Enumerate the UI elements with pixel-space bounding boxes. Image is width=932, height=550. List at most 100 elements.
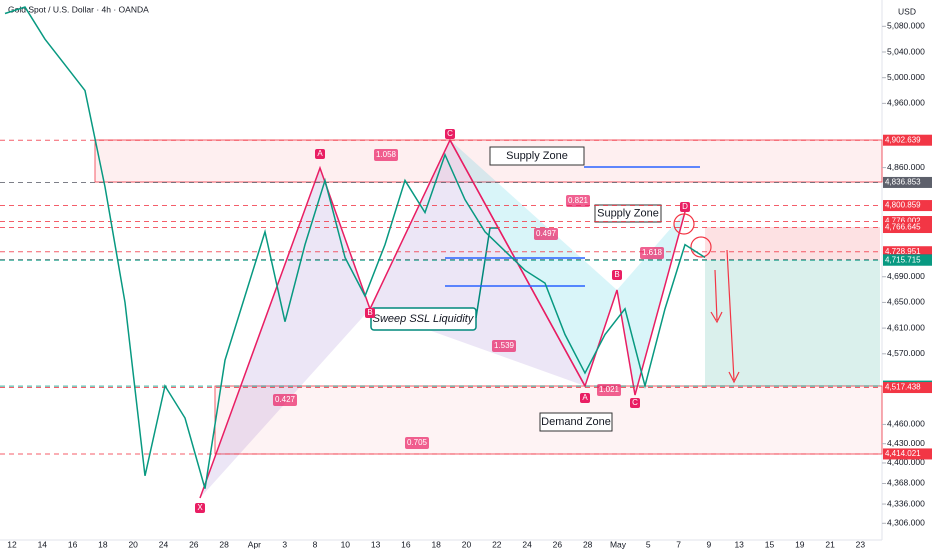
y-tick-label: 4,306.000 xyxy=(887,518,925,528)
ratio-tag xyxy=(534,228,558,240)
x-tick-label: 26 xyxy=(189,539,199,549)
y-tick-label: 5,040.000 xyxy=(887,46,925,56)
stop-area xyxy=(705,227,880,260)
highlight xyxy=(673,213,695,235)
point-tag xyxy=(580,393,590,403)
price-tag-label: 4,800.859 xyxy=(885,201,921,210)
y-tick-label: 4,960.000 xyxy=(887,98,925,108)
ratio-tag xyxy=(597,384,621,396)
label-box xyxy=(539,412,613,432)
ratio-tag xyxy=(566,195,590,207)
x-tick-label: 28 xyxy=(219,539,229,549)
x-tick-label: 14 xyxy=(38,539,48,549)
price-tag xyxy=(883,134,932,146)
point-label: X xyxy=(197,503,203,512)
point-label: B xyxy=(614,270,619,279)
chart-title: Gold Spot / U.S. Dollar · 4h · OANDA xyxy=(8,4,149,14)
ratio-tag xyxy=(492,340,516,352)
x-tick-label: 26 xyxy=(553,539,563,549)
price-tag xyxy=(883,216,932,228)
arrow xyxy=(710,249,740,384)
price-tag-label: 4,836.853 xyxy=(885,178,921,187)
note: Sweep SSL Liquidity xyxy=(373,313,475,325)
ratio-label: 1.539 xyxy=(494,341,515,350)
x-tick-label: 16 xyxy=(68,539,78,549)
pattern-fill xyxy=(617,212,685,395)
point-label: C xyxy=(447,129,453,138)
ratio-label: 0.705 xyxy=(407,438,428,447)
x-tick-label: 10 xyxy=(341,539,351,549)
ratio-label: 1.618 xyxy=(642,248,663,257)
x-tick-label: May xyxy=(610,539,627,549)
point-tag xyxy=(315,149,325,159)
price-tag-label: 4,902.639 xyxy=(885,135,921,144)
price-tag xyxy=(883,200,932,212)
price-tag-label: 4,776.002 xyxy=(885,217,921,226)
ratio-label: 0.427 xyxy=(275,395,296,404)
x-tick-label: 20 xyxy=(462,539,472,549)
price-tag-label: 4,517.438 xyxy=(885,383,921,392)
x-tick-label: 21 xyxy=(825,539,835,549)
x-tick-label: Apr xyxy=(248,539,261,549)
ratio-label: 1.058 xyxy=(376,150,397,159)
point-label: D xyxy=(682,202,688,211)
point-label: A xyxy=(582,393,588,402)
x-tick-label: 20 xyxy=(128,539,138,549)
x-tick-label: 9 xyxy=(707,539,712,549)
x-tick-label: 5 xyxy=(646,539,651,549)
y-tick-label: 5,000.000 xyxy=(887,72,925,82)
price-line xyxy=(4,6,706,489)
price-tag xyxy=(883,382,932,394)
price-tag-label: 4,766.645 xyxy=(885,223,921,232)
highlight xyxy=(690,236,712,258)
label-box xyxy=(489,146,585,166)
x-tick-label: 8 xyxy=(313,539,318,549)
x-tick-label: 28 xyxy=(583,539,593,549)
label-box xyxy=(594,204,662,223)
pattern-fill xyxy=(200,168,370,498)
x-tick-label: 13 xyxy=(371,539,381,549)
x-tick-label: 12 xyxy=(7,539,17,549)
x-tick-label: 15 xyxy=(765,539,775,549)
y-tick-label: 4,400.000 xyxy=(887,457,925,467)
note-box xyxy=(370,307,477,331)
target-area xyxy=(705,260,880,386)
x-tick-label: 22 xyxy=(492,539,502,549)
point-label: B xyxy=(367,308,372,317)
price-tag xyxy=(883,222,932,234)
supply-zone xyxy=(94,139,883,183)
ratio-tag xyxy=(374,149,398,161)
price-tag xyxy=(883,448,932,460)
y-tick-label: 4,460.000 xyxy=(887,419,925,429)
point-tag xyxy=(365,308,375,318)
y-tick-label: 4,368.000 xyxy=(887,478,925,488)
price-tag xyxy=(883,254,932,266)
price-tag-label: 4,414.021 xyxy=(885,449,921,458)
y-tick-label: 4,430.000 xyxy=(887,438,925,448)
y-tick-label: 4,860.000 xyxy=(887,162,925,172)
zone-label: Demand Zone xyxy=(541,416,611,428)
zone-label: Supply Zone xyxy=(506,150,568,162)
point-tag xyxy=(630,398,640,408)
x-tick-label: 23 xyxy=(856,539,866,549)
price-tag-label: 4,715.715 xyxy=(885,255,921,264)
zone-label: Supply Zone xyxy=(597,207,659,219)
ratio-tag xyxy=(273,394,297,406)
pattern-line xyxy=(449,139,686,396)
point-label: C xyxy=(632,398,638,407)
point-label: A xyxy=(317,149,323,158)
point-tag xyxy=(445,129,455,139)
ratio-label: 1.021 xyxy=(599,385,620,394)
point-tag xyxy=(612,270,622,280)
x-tick-label: 24 xyxy=(522,539,532,549)
point-tag xyxy=(680,202,690,212)
price-tag xyxy=(883,176,932,188)
x-tick-label: 18 xyxy=(431,539,441,549)
x-tick-label: 24 xyxy=(159,539,169,549)
ratio-label: 0.821 xyxy=(568,196,589,205)
x-tick-label: 3 xyxy=(282,539,287,549)
y-tick-label: 4,690.000 xyxy=(887,271,925,281)
ratio-label: 0.497 xyxy=(536,229,557,238)
